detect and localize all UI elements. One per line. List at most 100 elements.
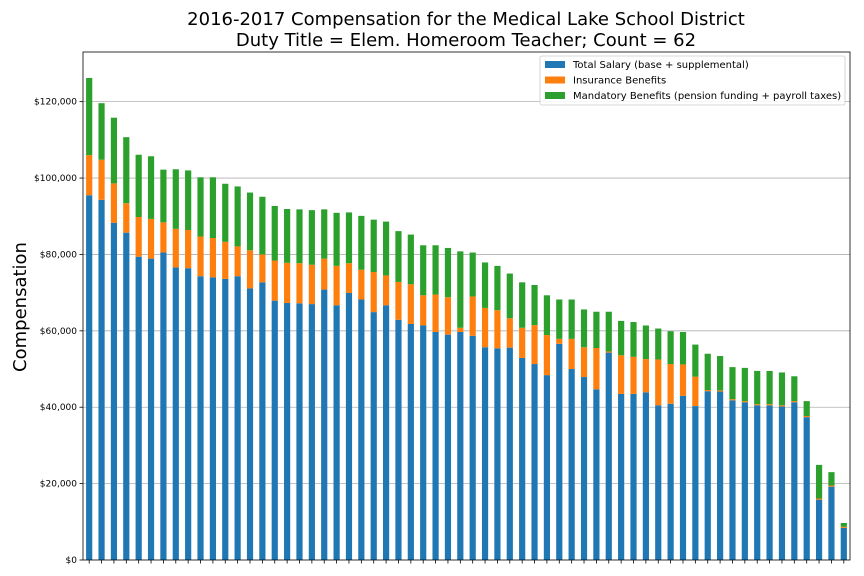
bar-series-1-item-5	[135, 256, 142, 560]
bar-series-1-item-42	[593, 389, 600, 560]
bar-series-3-item-47	[655, 328, 662, 360]
bar-series-1-item-9	[185, 268, 192, 560]
bar-series-3-item-1	[86, 77, 93, 156]
bar-series-3-item-2	[98, 103, 105, 160]
bar-series-2-item-52	[717, 390, 724, 392]
bar-series-1-item-50	[692, 406, 699, 560]
legend: Total Salary (base + supplemental) Insura…	[539, 55, 846, 106]
y-tick-label: $60,000	[40, 327, 77, 337]
bar-series-3-item-28	[420, 245, 427, 296]
y-tick-label: $80,000	[40, 250, 77, 260]
bar-series-1-item-25	[382, 305, 390, 560]
bar-series-3-item-17	[284, 208, 291, 263]
bar-series-2-item-62	[840, 526, 847, 528]
bar-series-1-item-15	[259, 282, 266, 560]
bar-series-1-item-51	[704, 391, 711, 560]
legend-swatch-3	[545, 92, 565, 99]
bar-series-2-item-39	[556, 338, 563, 344]
bar-series-1-item-24	[370, 312, 377, 560]
bar-series-3-item-39	[556, 299, 563, 339]
bar-series-2-item-45	[630, 356, 637, 394]
bar-series-3-item-26	[395, 231, 402, 282]
bar-series-1-item-58	[791, 402, 798, 560]
y-axis-label: Compensation	[10, 242, 31, 372]
bar-series-3-item-3	[110, 117, 118, 184]
bar-series-1-item-16	[271, 300, 278, 560]
bar-series-2-item-28	[420, 295, 427, 326]
bar-series-3-item-29	[432, 245, 439, 295]
bar-series-2-item-56	[766, 404, 773, 406]
axes: $0 $20,000 $40,000 $60,000 $80,000 $100,000 $1…	[34, 51, 851, 566]
bar-series-1-item-4	[123, 232, 130, 560]
bar-series-1-item-21	[333, 305, 340, 560]
bar-series-3-item-22	[345, 212, 353, 264]
bar-series-1-item-8	[172, 267, 179, 560]
bar-series-1-item-28	[420, 325, 427, 560]
bar-series-2-item-44	[618, 355, 625, 394]
bar-series-3-item-36	[519, 282, 526, 328]
legend-swatch-1	[545, 61, 565, 68]
bar-series-2-item-55	[754, 404, 761, 406]
bar-series-3-item-62	[840, 522, 847, 527]
bar-series-2-item-31	[457, 327, 464, 332]
chart-title-line-1: 2016-2017 Compensation for the Medical L…	[187, 9, 745, 30]
y-tick-label: $20,000	[40, 480, 77, 490]
bar-series-2-item-54	[741, 401, 748, 403]
bar-series-3-item-61	[828, 472, 835, 486]
bar-series-1-item-22	[345, 293, 353, 560]
bar-series-1-item-26	[395, 319, 402, 560]
bar-series-3-item-24	[370, 219, 377, 273]
bar-series-3-item-51	[704, 353, 711, 391]
bar-series-3-item-7	[160, 169, 167, 223]
bar-series-1-item-60	[815, 499, 823, 560]
bar-series-2-item-36	[519, 327, 526, 358]
bar-series-2-item-1	[86, 155, 93, 196]
bar-series-2-item-7	[160, 222, 167, 253]
bar-series-2-item-29	[432, 294, 439, 332]
bar-series-1-item-11	[209, 277, 216, 560]
bar-series-3-item-11	[209, 177, 216, 239]
bar-series-3-item-9	[185, 170, 192, 230]
bar-series-3-item-23	[358, 215, 365, 270]
bar-series-3-item-42	[593, 311, 600, 349]
bar-series-1-item-10	[197, 276, 204, 560]
bar-series-3-item-35	[506, 273, 513, 319]
bar-series-2-item-16	[271, 260, 278, 301]
bar-series-3-item-12	[222, 183, 229, 242]
bar-series-3-item-37	[531, 284, 538, 326]
bar-series-1-item-45	[630, 393, 637, 560]
bar-series-3-item-15	[259, 196, 266, 255]
bar-series-1-item-46	[642, 392, 649, 560]
bar-series-3-item-48	[667, 331, 674, 365]
bar-series-2-item-35	[506, 318, 513, 348]
bar-series-1-item-57	[778, 406, 786, 560]
bar-series-2-item-47	[655, 359, 662, 406]
bar-series-2-item-25	[382, 275, 390, 306]
bar-series-3-item-59	[803, 401, 810, 417]
bar-series-1-item-55	[754, 405, 761, 560]
bar-series-2-item-10	[197, 236, 204, 277]
bar-series-2-item-18	[296, 263, 303, 304]
bar-series-1-item-40	[568, 369, 575, 560]
bar-series-1-item-59	[803, 417, 810, 560]
bar-series-1-item-62	[840, 527, 847, 560]
bar-series-1-item-34	[494, 348, 501, 560]
bar-series-2-item-58	[791, 401, 798, 403]
bar-series-2-item-49	[679, 364, 687, 396]
bar-series-3-item-60	[815, 464, 823, 499]
bar-series-3-item-32	[469, 252, 476, 297]
bar-series-3-item-18	[296, 209, 303, 264]
bar-series-1-item-38	[543, 375, 551, 560]
bar-series-3-item-45	[630, 322, 637, 357]
bar-series-1-item-39	[556, 343, 563, 560]
bar-series-1-item-53	[729, 400, 736, 560]
bar-series-1-item-3	[110, 222, 118, 561]
bar-series-2-item-37	[531, 325, 538, 365]
bar-series-2-item-24	[370, 272, 377, 313]
bar-series-3-item-16	[271, 205, 278, 261]
bar-series-2-item-15	[259, 254, 266, 283]
bar-series-2-item-51	[704, 390, 711, 392]
bar-series-2-item-21	[333, 265, 340, 306]
chart-title-line-2: Duty Title = Elem. Homeroom Teacher; Cou…	[236, 30, 696, 51]
bar-series-1-item-13	[234, 276, 241, 560]
